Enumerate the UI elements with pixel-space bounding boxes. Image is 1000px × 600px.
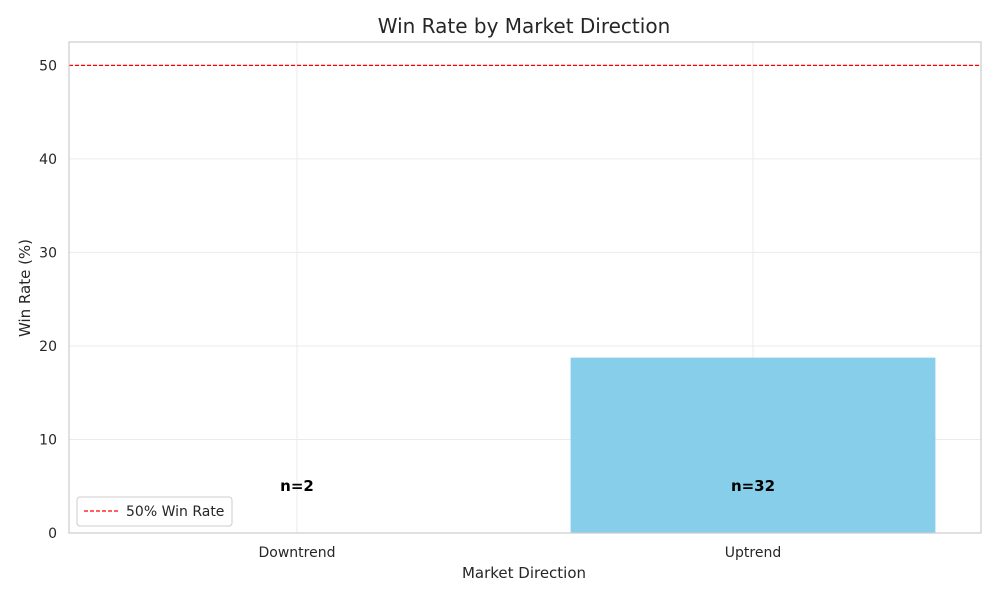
- bar-count-label: n=32: [731, 477, 775, 495]
- x-axis-label: Market Direction: [462, 564, 586, 582]
- chart-title: Win Rate by Market Direction: [378, 14, 671, 38]
- y-axis-ticks: 0 10 20 30 40 50: [39, 58, 57, 542]
- x-tick-label: Downtrend: [259, 545, 336, 561]
- legend: 50% Win Rate: [76, 496, 233, 527]
- y-tick-label: 20: [39, 339, 57, 355]
- bar-count-label: n=2: [280, 477, 314, 495]
- x-tick-label: Uptrend: [725, 545, 781, 561]
- bar-uptrend: [570, 357, 936, 533]
- y-tick-label: 10: [39, 432, 57, 448]
- y-tick-label: 50: [39, 58, 57, 74]
- y-axis-label: Win Rate (%): [16, 239, 34, 337]
- y-tick-label: 40: [39, 152, 57, 168]
- plot-frame: [68, 41, 982, 534]
- bar-annotations: n=2 n=32: [280, 477, 775, 495]
- legend-label: 50% Win Rate: [126, 504, 224, 520]
- x-axis-ticks: Downtrend Uptrend: [259, 545, 782, 561]
- y-tick-label: 30: [39, 245, 57, 261]
- y-tick-label: 0: [48, 526, 57, 542]
- legend-box: [76, 496, 233, 527]
- bars: [570, 357, 936, 533]
